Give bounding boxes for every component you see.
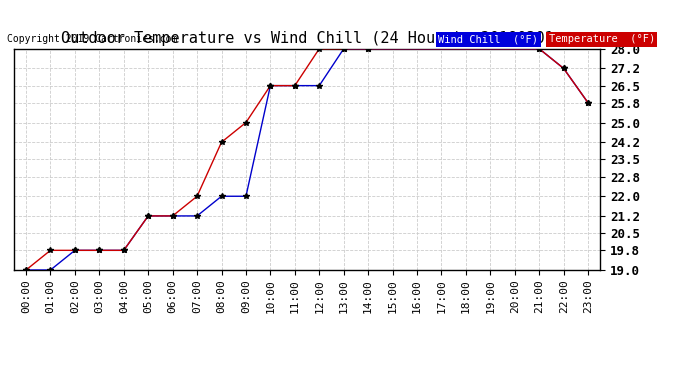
Text: Temperature  (°F): Temperature (°F) bbox=[549, 34, 655, 44]
Text: Copyright 2019 Cartronics.com: Copyright 2019 Cartronics.com bbox=[7, 34, 177, 44]
Text: Wind Chill  (°F): Wind Chill (°F) bbox=[438, 34, 538, 44]
Title: Outdoor Temperature vs Wind Chill (24 Hours)  20190301: Outdoor Temperature vs Wind Chill (24 Ho… bbox=[61, 31, 553, 46]
